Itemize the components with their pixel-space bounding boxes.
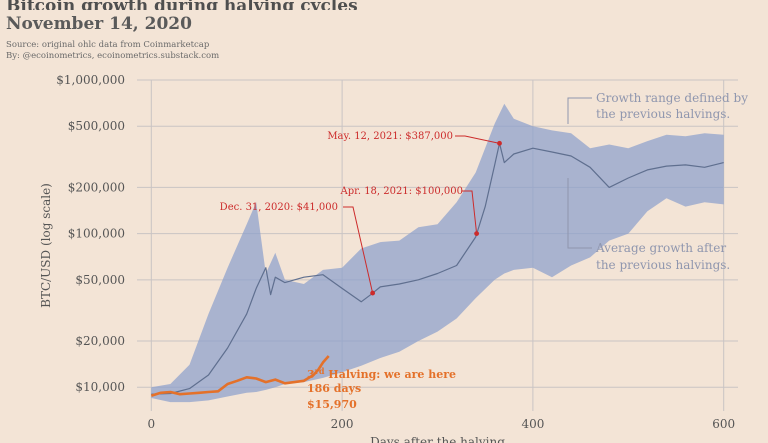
- growth-range-band: [151, 103, 724, 403]
- annotated-point: [497, 140, 502, 146]
- annotated-point: [474, 231, 480, 237]
- growth-range-label: Growth range defined by: [596, 91, 748, 105]
- x-tick-label: 200: [331, 417, 354, 431]
- halving-price: $15,970: [307, 398, 357, 411]
- point-annotation: Apr. 18, 2021: $100,000: [340, 186, 463, 197]
- y-tick-label: $500,000: [68, 119, 125, 133]
- growth-range-bracket: [567, 97, 592, 124]
- y-tick-label: $50,000: [75, 273, 125, 287]
- x-tick-label: 400: [521, 417, 544, 431]
- average-growth-line: [151, 142, 724, 395]
- y-tick-label: $20,000: [75, 334, 125, 348]
- chart-header: Bitcoin growth during halving cycles Nov…: [6, 0, 766, 62]
- halving-days: 186 days: [307, 382, 361, 395]
- y-axis-label: BTC/USD (log scale): [39, 183, 53, 308]
- average-growth-bracket: [567, 178, 592, 249]
- x-axis-label: Days after the halving: [370, 435, 505, 443]
- average-growth-label: Average growth after: [595, 241, 726, 255]
- point-annotation: Dec. 31, 2020: $41,000: [220, 202, 338, 213]
- average-growth-label: the previous halvings.: [596, 258, 730, 272]
- annotation-leader: [343, 206, 374, 294]
- x-tick-label: 600: [712, 417, 735, 431]
- annotation-leader: [462, 190, 478, 234]
- chart-date: November 14, 2020: [6, 14, 192, 34]
- x-tick-label: 0: [147, 417, 155, 431]
- y-tick-label: $1,000,000: [56, 73, 125, 87]
- byline: By: @ecoinometrics, ecoinometrics.substa…: [6, 51, 220, 61]
- chart-title-partial: Bitcoin growth during halving cycles: [6, 0, 358, 10]
- y-tick-label: $200,000: [68, 180, 125, 194]
- annotation-leader: [455, 135, 500, 144]
- current-halving-line: [150, 355, 330, 397]
- y-tick-label: $100,000: [68, 227, 125, 241]
- point-annotation: May. 12, 2021: $387,000: [327, 131, 453, 142]
- growth-range-label: the previous halvings.: [596, 107, 730, 121]
- y-tick-label: $10,000: [75, 380, 125, 394]
- halving-label: 3rd Halving: we are here: [307, 366, 456, 381]
- annotated-point: [370, 290, 376, 296]
- source-note: Source: original ohlc data from Coinmark…: [6, 40, 210, 50]
